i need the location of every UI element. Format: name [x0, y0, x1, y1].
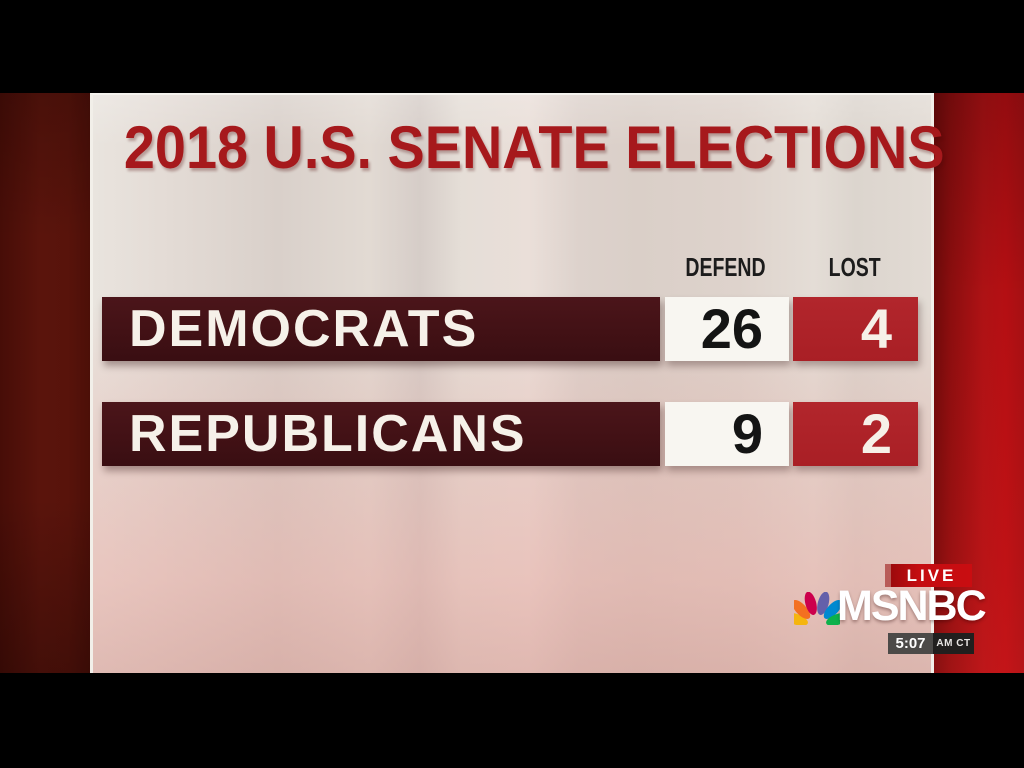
page-title-text: 2018 U.S. SENATE ELECTIONS — [123, 114, 945, 181]
party-label: REPUBLICANS — [102, 402, 660, 466]
left-curtain — [0, 93, 90, 673]
defend-value: 9 — [665, 402, 789, 466]
table-row-republicans: REPUBLICANS 9 2 — [93, 402, 931, 466]
lost-value: 4 — [793, 297, 918, 361]
column-header-lost: LOST — [828, 252, 881, 282]
panel-background — [93, 95, 931, 673]
right-curtain — [933, 93, 1024, 673]
defend-value: 26 — [665, 297, 789, 361]
lost-value: 2 — [793, 402, 918, 466]
party-label: DEMOCRATS — [102, 297, 660, 361]
column-header-defend: DEFEND — [684, 252, 766, 282]
page-title: 2018 U.S. SENATE ELECTIONS — [93, 118, 945, 178]
election-graphic-panel: 2018 U.S. SENATE ELECTIONS DEFEND LOST D… — [90, 93, 945, 673]
table-row-democrats: DEMOCRATS 26 4 — [93, 297, 931, 361]
